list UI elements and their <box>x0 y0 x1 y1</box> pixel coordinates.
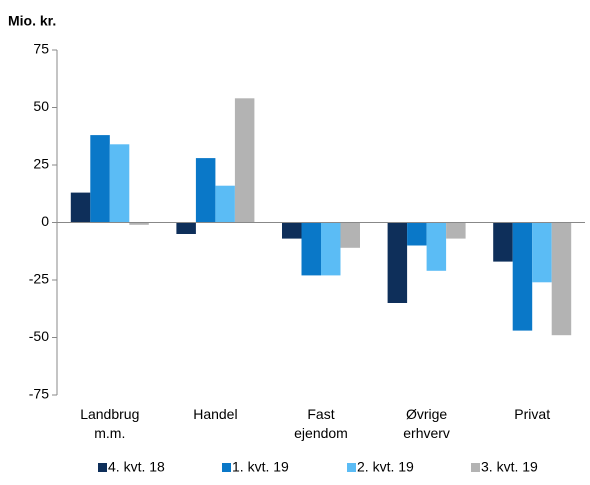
legend-label: 4. kvt. 18 <box>108 459 165 475</box>
y-tick-label: 25 <box>33 156 49 172</box>
bar <box>493 222 513 262</box>
x-tick-line: Øvrige <box>406 406 447 422</box>
bar <box>234 98 255 223</box>
bar <box>551 222 572 336</box>
x-tick-label: Fast ejendom <box>294 406 348 441</box>
x-tick-line: Privat <box>514 406 550 422</box>
bar <box>512 222 533 331</box>
legend-swatch <box>222 463 231 472</box>
x-tick-line: erhverv <box>403 425 450 441</box>
bar <box>340 222 360 248</box>
legend-label: 3. kvt. 19 <box>481 459 538 475</box>
x-tick-line: ejendom <box>294 425 348 441</box>
legend-label: 1. kvt. 19 <box>232 459 289 475</box>
x-tick-label: Øvrige erhverv <box>403 406 450 441</box>
x-tick-line: Landbrug <box>80 406 139 422</box>
y-tick-label: 50 <box>33 98 49 114</box>
legend-swatch <box>347 463 356 472</box>
legend-swatch <box>471 463 480 472</box>
bar <box>387 222 408 303</box>
bar <box>532 222 552 283</box>
bar <box>446 222 466 239</box>
x-tick-line: m.m. <box>94 425 125 441</box>
x-tick-label: Handel <box>193 406 237 422</box>
bar <box>195 158 216 223</box>
bar <box>282 222 302 239</box>
x-tick-line: Handel <box>193 406 237 422</box>
y-tick-label: -25 <box>29 271 49 287</box>
y-tick-label: 75 <box>33 41 49 57</box>
bar <box>301 222 321 276</box>
y-tick-label: -50 <box>29 328 49 344</box>
y-tick-label: -75 <box>29 386 49 402</box>
bar <box>426 222 447 271</box>
chart-title: Mio. kr. <box>8 13 56 29</box>
x-tick-label: Privat <box>514 406 550 422</box>
bar <box>90 135 110 223</box>
bar <box>70 192 91 223</box>
legend-swatch <box>98 463 107 472</box>
bar <box>321 222 341 276</box>
legend-label: 2. kvt. 19 <box>357 459 414 475</box>
x-tick-line: Fast <box>307 406 334 422</box>
x-tick-label: Landbrug m.m. <box>80 406 139 441</box>
bar <box>176 222 196 234</box>
bar <box>129 222 149 225</box>
bar <box>407 222 427 246</box>
y-tick-label: 0 <box>41 213 49 229</box>
bar <box>109 144 130 223</box>
bar <box>215 185 235 223</box>
